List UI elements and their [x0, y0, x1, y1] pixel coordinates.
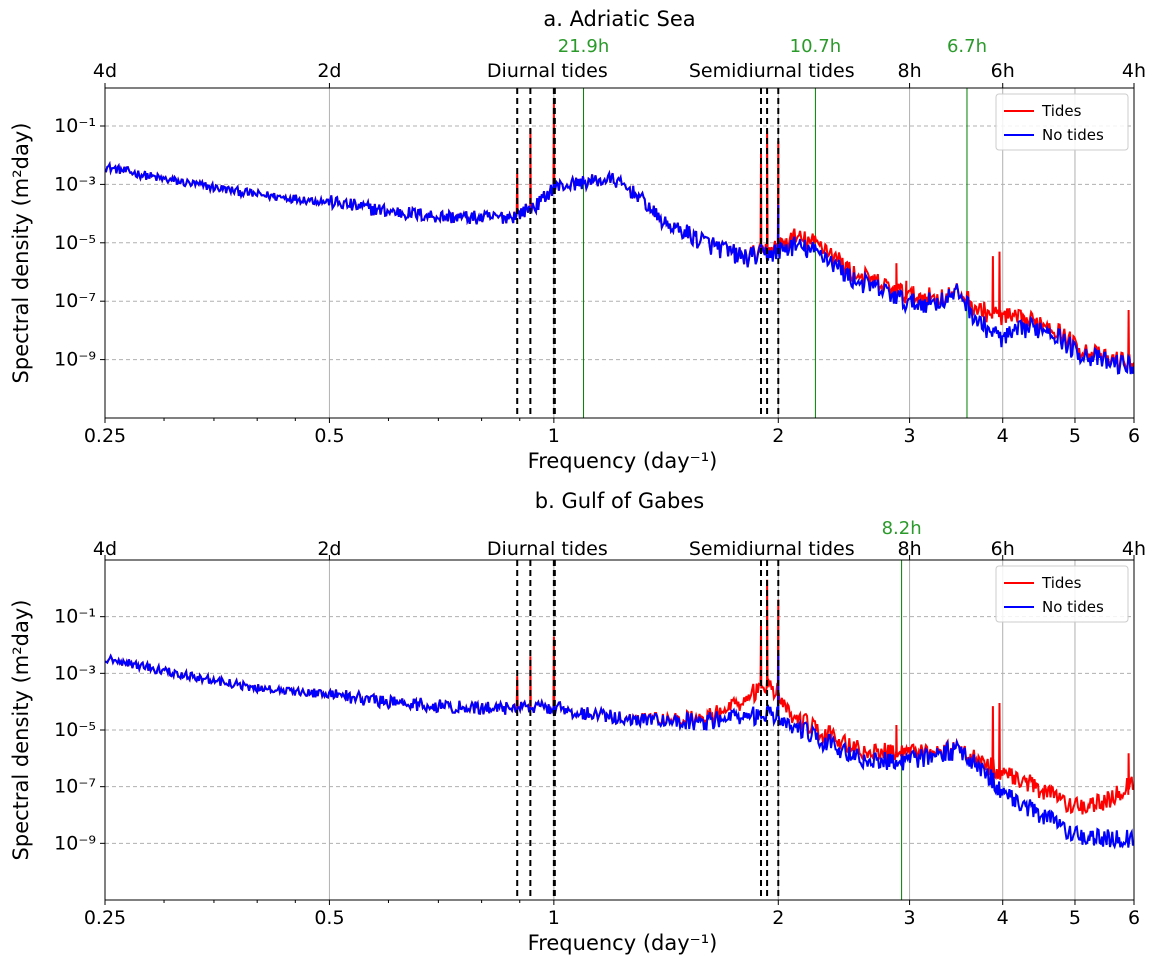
- x-tick-label: 6: [1128, 425, 1140, 447]
- tidal-band-label: Diurnal tides: [487, 538, 608, 560]
- x-tick-label: 3: [904, 425, 916, 447]
- x-tick-label: 0.5: [314, 907, 344, 929]
- legend-entry-label: Tides: [1041, 102, 1082, 120]
- x-tick-label: 5: [1069, 907, 1081, 929]
- x-tick-label: 2: [772, 425, 784, 447]
- x-tick-label: 1: [548, 425, 560, 447]
- y-tick-label: 10⁻³: [54, 662, 96, 684]
- series-line-no-tides: [105, 161, 1134, 375]
- legend: Tides No tides: [995, 565, 1129, 623]
- top-tick-label: 4d: [93, 60, 117, 82]
- y-tick-label: 10⁻³: [54, 173, 96, 195]
- series-group: [105, 579, 1134, 850]
- x-axis-title: Frequency (day⁻¹): [528, 931, 718, 955]
- y-tick-label: 10⁻⁷: [54, 776, 96, 798]
- x-tick-label: 3: [904, 907, 916, 929]
- top-tick-label: 8h: [898, 60, 922, 82]
- x-tick-label: 4: [997, 425, 1009, 447]
- legend-entry-label: Tides: [1041, 574, 1082, 592]
- tidal-band-label: Semidiurnal tides: [689, 538, 855, 560]
- top-tick-label: 2d: [317, 60, 341, 82]
- panel-gulf-of-gabes: b. Gulf of Gabes 8.2h 0.25 0.5 1 2 3 4 5 6 10⁻¹ 10⁻…: [9, 489, 1146, 955]
- y-tick-label: 10⁻⁹: [54, 349, 96, 371]
- x-tick-label: 1: [548, 907, 560, 929]
- top-tick-label: 6h: [991, 60, 1015, 82]
- period-marker-label: 10.7h: [790, 36, 842, 57]
- x-tick-label: 0.25: [84, 907, 126, 929]
- y-tick-label: 10⁻¹: [54, 606, 96, 628]
- y-tick-label: 10⁻⁵: [54, 232, 96, 254]
- y-axis-title: Spectral density (m²day): [9, 123, 33, 384]
- top-tick-label: 4d: [93, 538, 117, 560]
- x-tick-label: 0.25: [84, 425, 126, 447]
- x-axis-title: Frequency (day⁻¹): [528, 449, 718, 473]
- period-marker-label: 21.9h: [558, 36, 610, 57]
- x-tick-label: 5: [1069, 425, 1081, 447]
- x-tick-label: 6: [1128, 907, 1140, 929]
- period-marker-label: 6.7h: [947, 36, 987, 57]
- tidal-band-label: Semidiurnal tides: [689, 60, 855, 82]
- y-axis-title: Spectral density (m²day): [9, 600, 33, 861]
- x-tick-label: 0.5: [314, 425, 344, 447]
- top-tick-label: 2d: [317, 538, 341, 560]
- top-tick-label: 4h: [1122, 60, 1146, 82]
- series-line-no-tides: [105, 653, 1134, 850]
- x-tick-label: 2: [772, 907, 784, 929]
- series-group: [105, 103, 1134, 375]
- panel-adriatic-sea: a. Adriatic Sea 21.9h 10.7h 6.7h 0.25 0.5 1 2 3 4…: [9, 7, 1146, 473]
- x-tick-label: 4: [997, 907, 1009, 929]
- top-tick-label: 8h: [898, 538, 922, 560]
- panel-title: a. Adriatic Sea: [543, 7, 695, 31]
- y-tick-label: 10⁻⁵: [54, 719, 96, 741]
- top-tick-label: 6h: [991, 538, 1015, 560]
- y-tick-label: 10⁻¹: [54, 115, 96, 137]
- plot-frame: [104, 87, 1135, 419]
- top-tick-label: 4h: [1122, 538, 1146, 560]
- legend: Tides No tides: [995, 93, 1129, 151]
- y-tick-label: 10⁻⁹: [54, 832, 96, 854]
- legend-entry-label: No tides: [1042, 126, 1104, 144]
- panel-title: b. Gulf of Gabes: [535, 489, 704, 513]
- y-tick-label: 10⁻⁷: [54, 290, 96, 312]
- period-marker-label: 8.2h: [882, 518, 922, 539]
- legend-entry-label: No tides: [1042, 598, 1104, 616]
- tidal-band-label: Diurnal tides: [487, 60, 608, 82]
